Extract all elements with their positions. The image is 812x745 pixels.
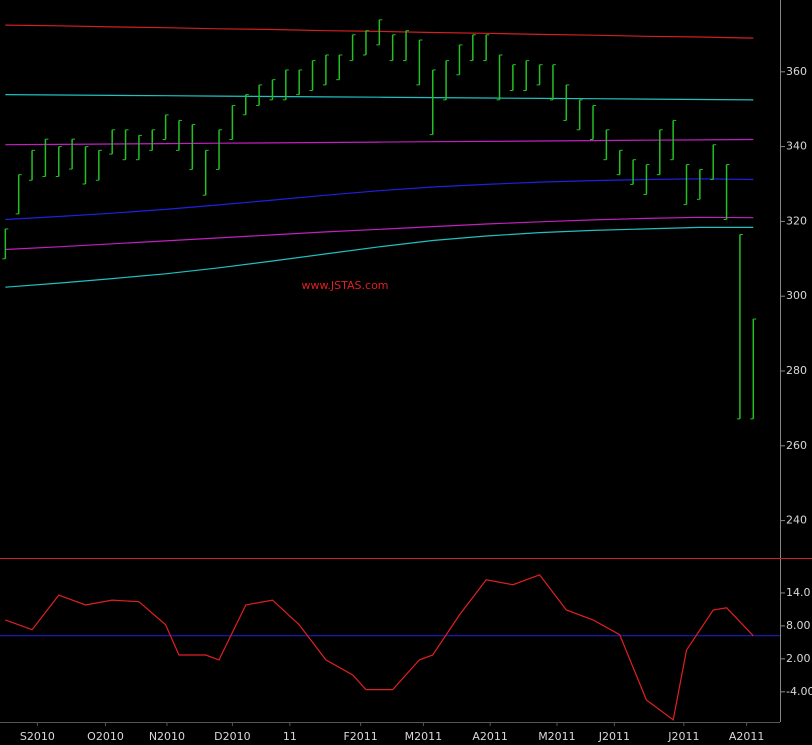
overlay-line (5, 226, 754, 288)
x-tick-label: F2011 (343, 730, 377, 743)
x-tick-label: 11 (283, 730, 297, 743)
y-tick-label: -4.00 (786, 685, 812, 698)
y-tick-label: 2.00 (786, 652, 811, 665)
indicator-line (5, 574, 754, 721)
y-tick-label: 320 (786, 214, 807, 227)
y-tick-label: 8.00 (786, 619, 811, 632)
y-tick-label: 300 (786, 289, 807, 302)
x-tick-label: A2011 (472, 730, 508, 743)
y-tick-label: 340 (786, 140, 807, 153)
x-tick-label: N2010 (149, 730, 185, 743)
x-tick-label: S2010 (20, 730, 55, 743)
x-tick-label: J2011 (667, 730, 699, 743)
overlay-line (5, 94, 754, 101)
x-tick-label: M2011 (538, 730, 576, 743)
overlay-line (5, 216, 754, 251)
watermark: www.JSTAS.com (301, 279, 388, 292)
y-tick-label: 260 (786, 439, 807, 452)
y-tick-label: 360 (786, 65, 807, 78)
x-tick-label: J2011 (598, 730, 630, 743)
overlay-line (5, 138, 754, 146)
y-tick-label: 280 (786, 364, 807, 377)
x-tick-label: A2011 (729, 730, 765, 743)
overlay-line (5, 178, 754, 221)
x-tick-label: D2010 (214, 730, 250, 743)
x-tick-label: M2011 (405, 730, 443, 743)
x-tick-label: O2010 (87, 730, 124, 743)
y-tick-label: 240 (786, 514, 807, 527)
y-tick-label: 14.0 (786, 586, 811, 599)
